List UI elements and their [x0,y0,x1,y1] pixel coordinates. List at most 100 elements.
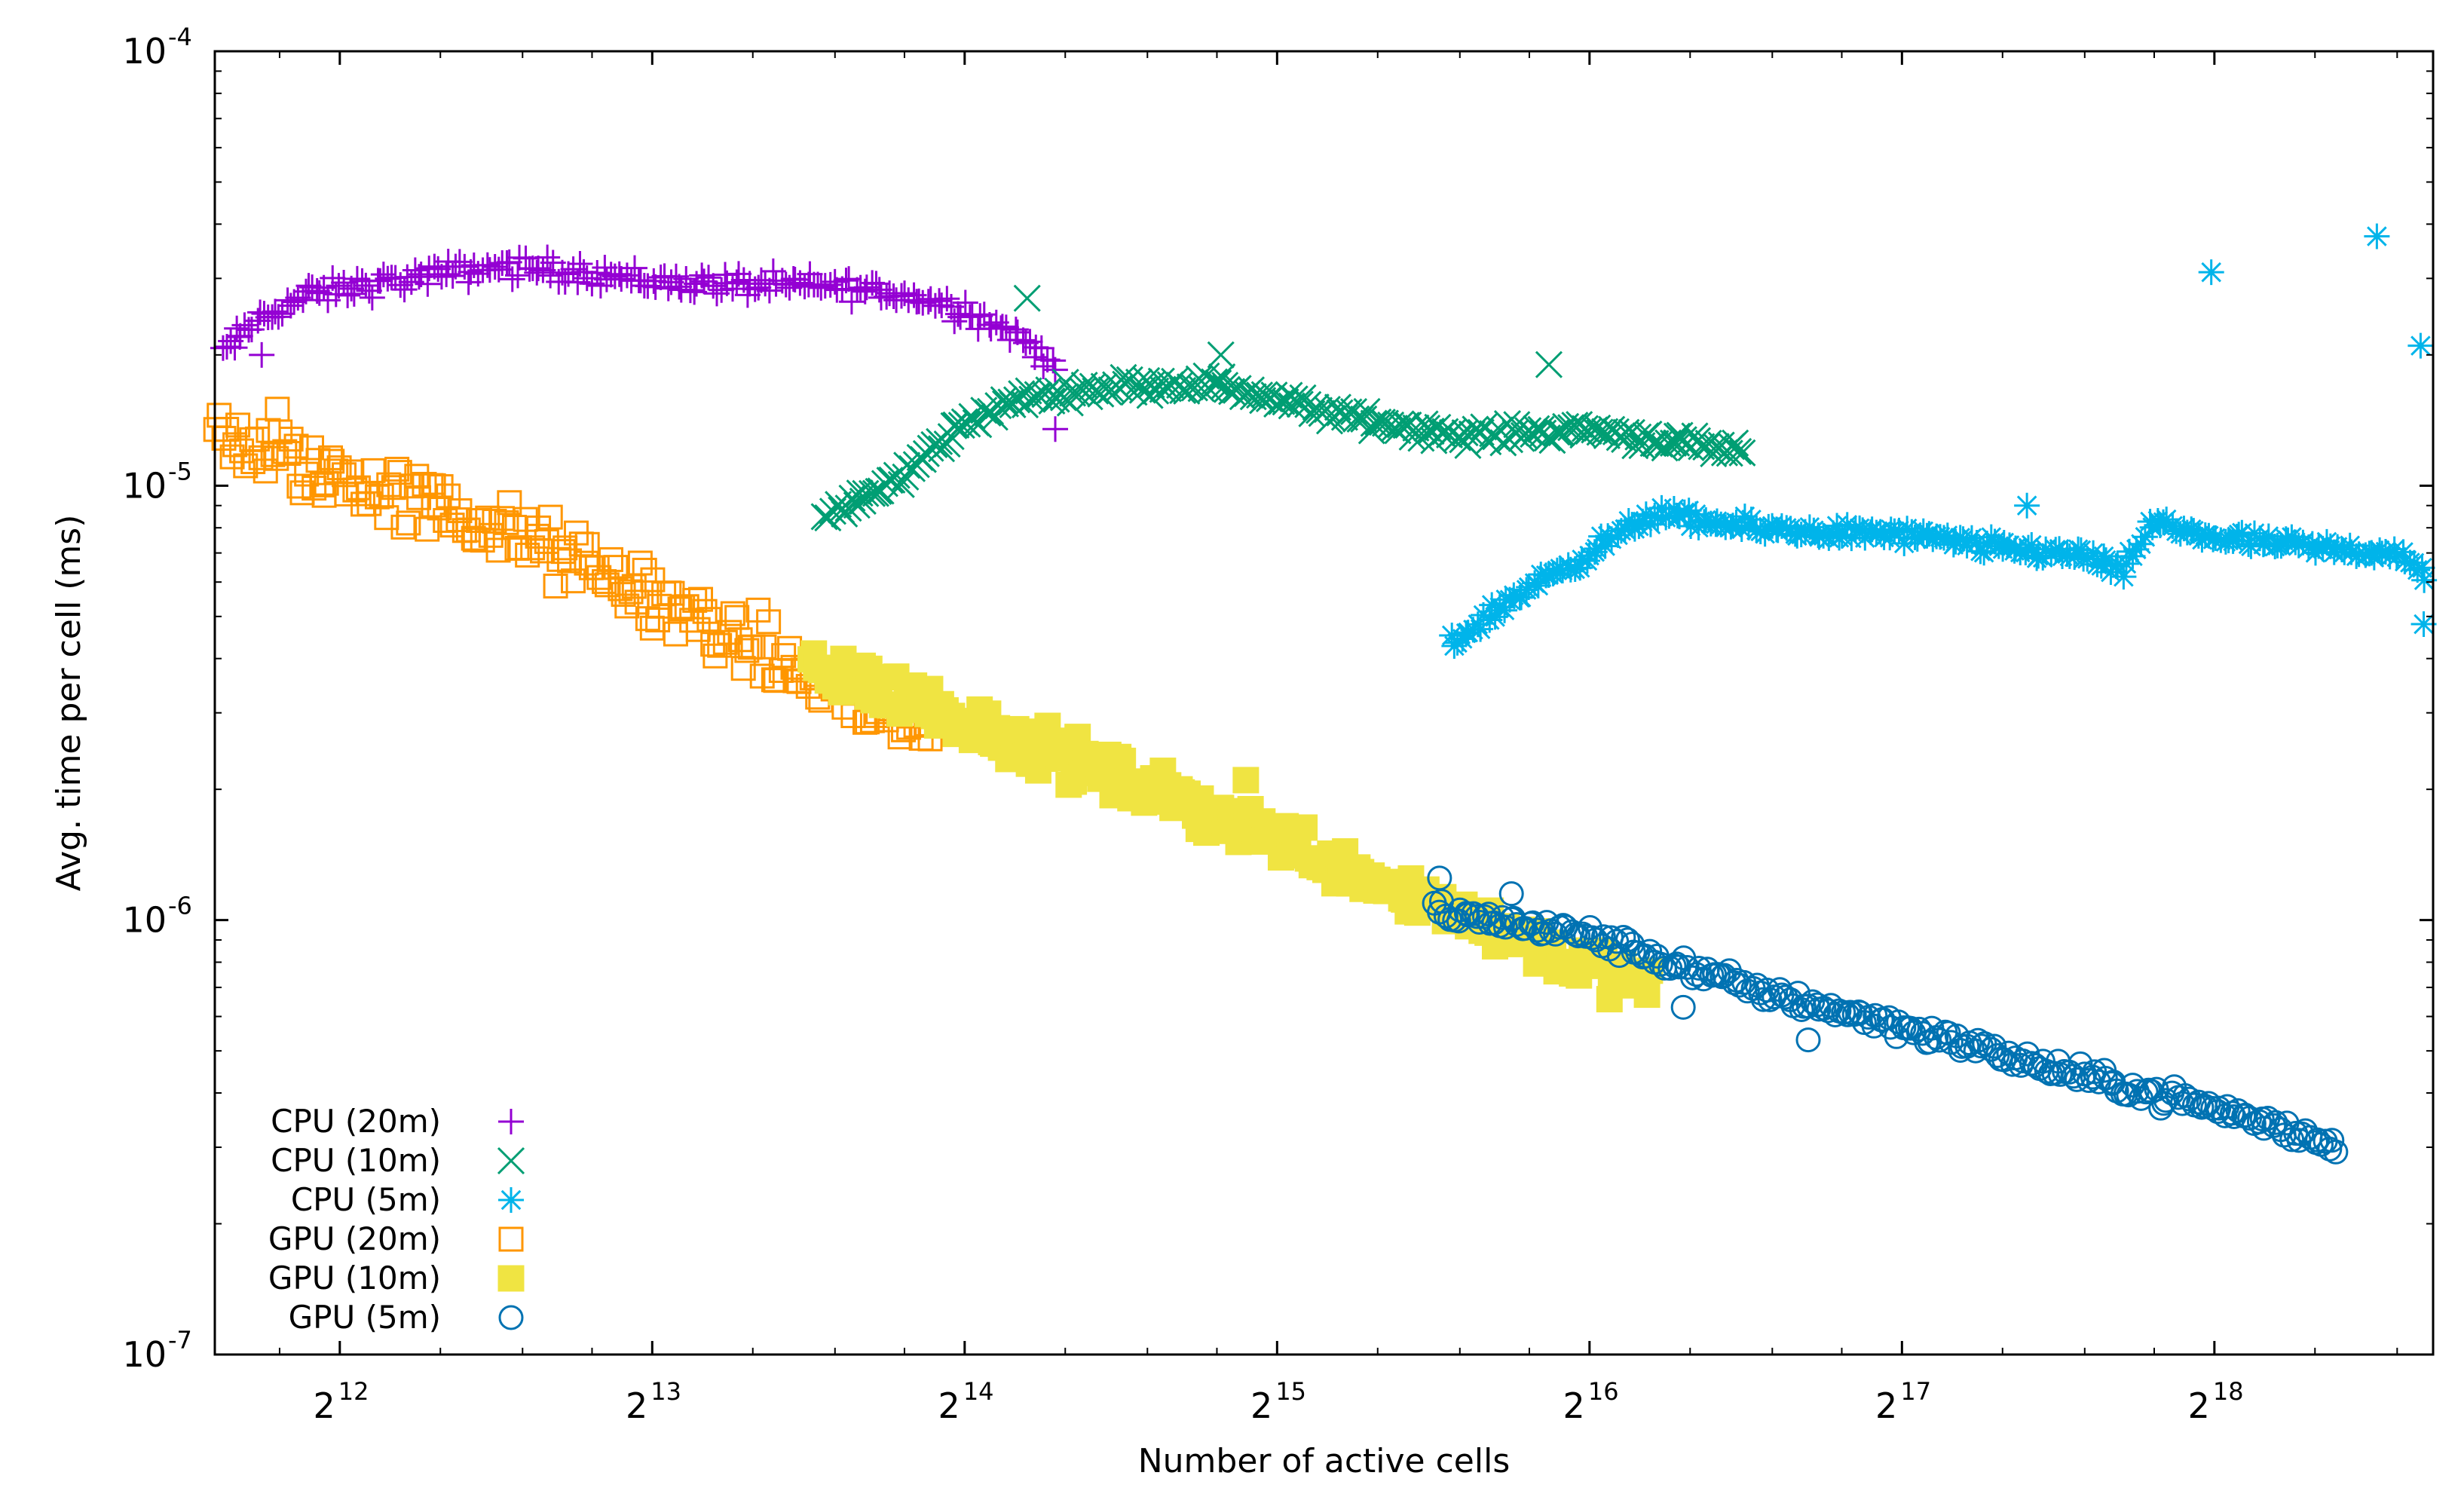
data-point [1743,517,1770,543]
data-point [983,309,1009,335]
data-point [1465,611,1491,638]
data-point [1916,521,1942,547]
data-point [1492,914,1518,940]
data-point [1829,522,1855,549]
legend-label: CPU (20m) [271,1103,441,1140]
x-tick-label-base: 2 [1563,1385,1585,1426]
data-point [1904,525,1930,552]
series-gpu-10m- [797,640,1664,1013]
data-point [415,271,441,297]
data-point [2319,1128,2345,1153]
series-gpu-5m- [1422,865,2349,1165]
data-point [1042,416,1069,442]
data-point [1835,1002,1860,1027]
data-point [953,410,981,438]
data-point [1708,511,1734,537]
data-point [2206,1095,2232,1121]
x-tick-label-exp: 13 [650,1377,681,1406]
data-point [534,528,559,554]
data-point [513,245,539,271]
data-point [990,386,1018,414]
data-point [231,312,258,338]
data-point [233,453,259,479]
data-point [1477,607,1503,633]
data-point [584,555,610,580]
data-point [1686,955,1712,981]
data-point [537,504,563,530]
data-point [1201,368,1229,396]
data-point [1861,1013,1887,1039]
data-point [360,458,386,483]
data-point [1663,429,1691,457]
legend-item: GPU (20m) [268,1220,524,1257]
data-point [594,572,620,598]
data-point [1982,1033,2007,1059]
data-point [2014,492,2040,519]
data-point [1489,429,1517,457]
data-point [679,608,705,633]
data-point [587,273,614,299]
data-point [1455,620,1481,646]
data-point [249,341,275,368]
x-tick-label-exp: 14 [963,1377,994,1406]
data-point [1954,532,1980,559]
series-cpu-20m- [210,244,1069,442]
data-point [863,271,889,297]
data-point [1831,999,1856,1025]
data-point [574,265,600,292]
legend-marker [498,1109,524,1134]
y-tick-label-exp: -7 [168,1326,192,1355]
data-point [1224,375,1252,403]
data-point [499,266,525,292]
data-point [458,259,484,285]
data-point [1439,622,1465,648]
x-tick-label-base: 2 [1875,1385,1897,1426]
data-point [524,259,550,286]
x-tick-label-exp: 12 [338,1377,369,1406]
legend-item: GPU (5m) [289,1299,524,1336]
data-point [887,470,915,498]
data-point [390,514,416,540]
legend-item: CPU (10m) [271,1142,525,1179]
data-point [222,335,248,361]
data-point [1030,353,1057,379]
data-point [663,263,689,289]
data-point [560,256,586,283]
data-point [525,523,550,549]
data-point [2110,564,2137,590]
data-point [893,452,921,479]
data-point [1427,865,1452,891]
data-point [1479,592,1505,618]
data-point [1482,604,1508,630]
data-point [1633,501,1659,528]
data-point [1028,335,1054,361]
data-point [622,255,648,281]
legend-marker [498,1187,524,1213]
data-point [2369,540,2395,567]
legend-marker [498,1305,524,1330]
data-point [1547,419,1575,447]
data-point [1017,329,1043,355]
data-point [1002,317,1029,343]
data-point [1232,767,1260,794]
data-point [1728,439,1756,467]
data-point [446,249,473,275]
data-point [2299,531,2325,557]
data-point [1768,513,1795,539]
data-point [353,272,379,298]
data-point [1577,915,1602,941]
data-point [1670,994,1696,1020]
x-axis-label: Number of active cells [1138,1442,1511,1480]
data-point [1042,357,1068,383]
x-tick-label-base: 2 [938,1385,960,1426]
data-point [1555,552,1581,578]
data-point [1058,379,1087,407]
data-point [1204,369,1232,397]
legend-marker [497,1146,525,1175]
legend: CPU (20m)CPU (10m)CPU (5m)GPU (20m)GPU (… [268,1103,525,1336]
data-point [1013,284,1041,312]
data-point [993,314,1019,341]
data-point [689,262,715,289]
